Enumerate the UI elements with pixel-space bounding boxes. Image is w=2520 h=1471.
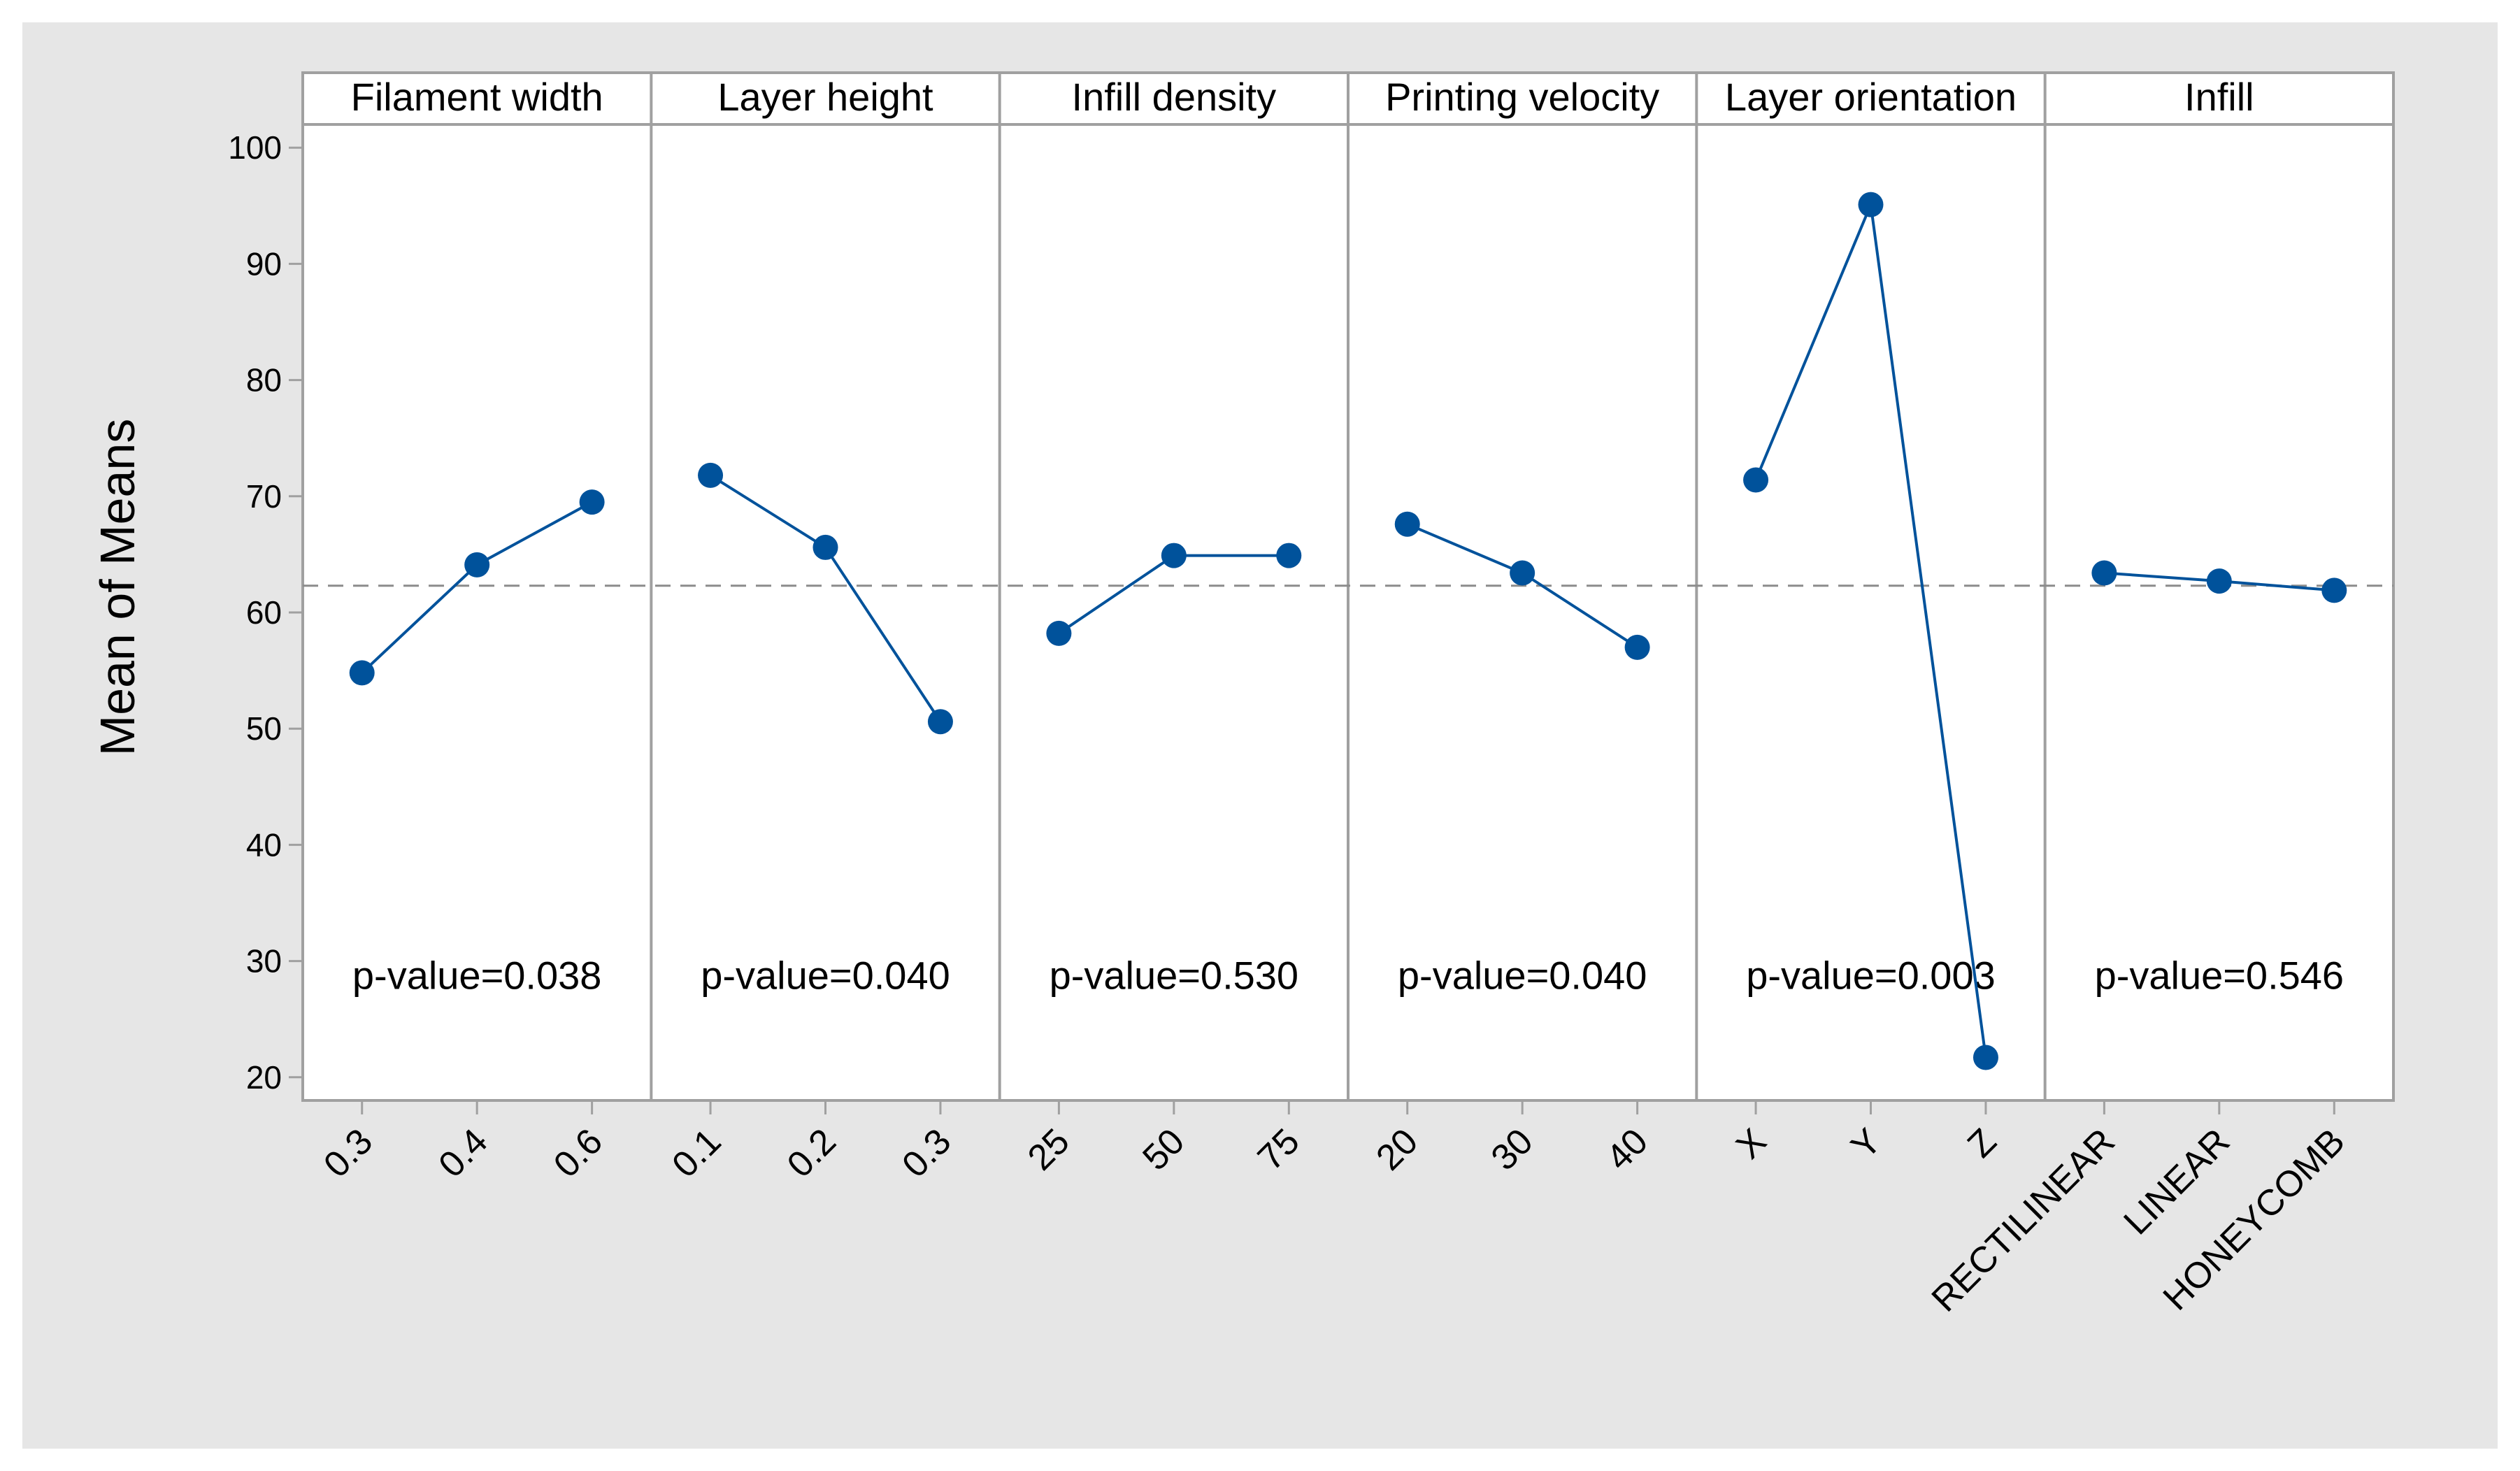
y-axis: 20 30 40 50 60 70 80 90 100	[228, 129, 303, 1096]
panel-title-layer-orientation: Layer orientation	[1725, 75, 2017, 119]
point-printing-velocity-40	[1624, 634, 1650, 660]
point-layer-orientation-z	[1973, 1045, 1998, 1070]
y-tick-label: 70	[246, 478, 282, 515]
p-value-filament-width: p-value=0.038	[352, 953, 602, 997]
series-layer: p-value=0.038 p-value=0.040 p-value=0.530 p…	[349, 192, 2347, 1070]
y-tick-label: 50	[246, 710, 282, 747]
point-infill-rectilinear	[2091, 560, 2117, 586]
y-tick-label: 60	[246, 594, 282, 631]
point-infill-density-25	[1046, 620, 1072, 646]
y-tick-label: 40	[246, 826, 282, 863]
point-printing-velocity-30	[1510, 560, 1535, 586]
point-filament-width-0-6	[579, 489, 605, 515]
point-layer-height-0-1	[698, 462, 724, 488]
y-tick-label: 100	[228, 129, 282, 166]
y-tick-label: 80	[246, 362, 282, 399]
p-value-infill: p-value=0.546	[2095, 953, 2344, 997]
p-value-layer-orientation: p-value=0.003	[1746, 953, 1996, 997]
panel-title-layer-height: Layer height	[717, 75, 933, 119]
p-value-infill-density: p-value=0.530	[1050, 953, 1299, 997]
point-layer-height-0-2	[812, 534, 838, 560]
point-infill-honeycomb	[2321, 577, 2347, 603]
panel-title-filament-width: Filament width	[351, 75, 603, 119]
panel-title-infill: Infill	[2184, 75, 2254, 119]
point-filament-width-0-3	[349, 660, 375, 686]
point-infill-density-75	[1276, 543, 1302, 568]
point-printing-velocity-20	[1394, 511, 1420, 537]
point-layer-orientation-x	[1743, 467, 1769, 493]
p-value-layer-height: p-value=0.040	[701, 953, 950, 997]
y-tick-label: 30	[246, 943, 282, 980]
panel-header-strip: Filament width Layer height Infill density…	[351, 75, 2254, 119]
panel-title-printing-velocity: Printing velocity	[1385, 75, 1659, 119]
point-infill-density-50	[1161, 543, 1187, 568]
point-infill-linear	[2206, 568, 2232, 594]
point-layer-height-0-3	[927, 709, 953, 735]
y-axis-label: Mean of Means	[90, 419, 145, 756]
point-layer-orientation-y	[1858, 192, 1884, 217]
y-tick-label: 90	[246, 245, 282, 282]
panel-title-infill-density: Infill density	[1072, 75, 1277, 119]
point-filament-width-0-4	[464, 552, 490, 577]
y-tick-label: 20	[246, 1059, 282, 1096]
p-value-printing-velocity: p-value=0.040	[1398, 953, 1647, 997]
